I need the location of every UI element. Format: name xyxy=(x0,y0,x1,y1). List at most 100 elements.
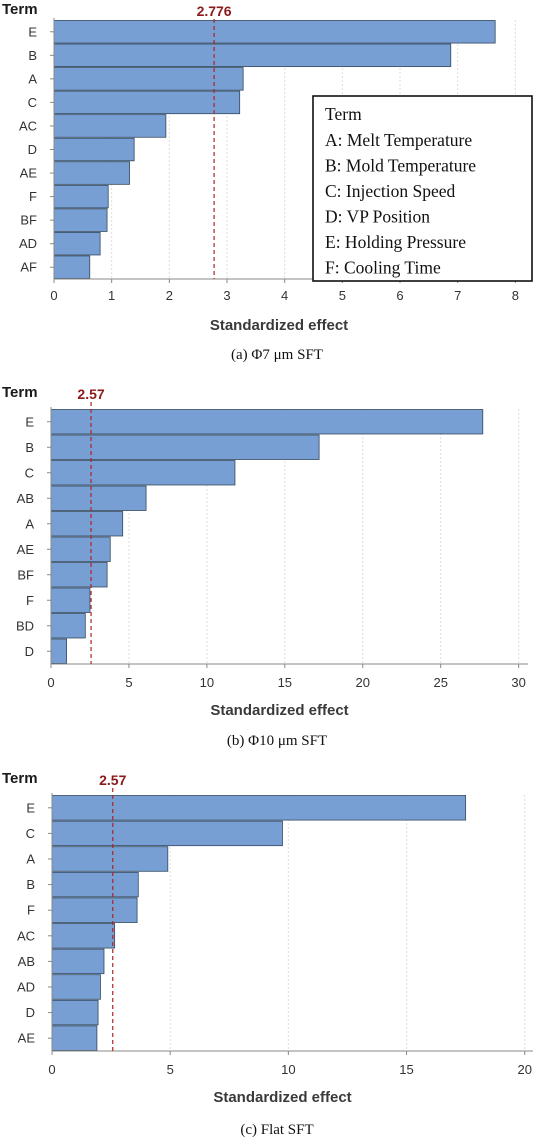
category-label: D xyxy=(28,142,37,157)
category-label: AB xyxy=(17,491,34,506)
bar-e xyxy=(53,20,496,44)
bar-f xyxy=(51,897,138,923)
bar-af xyxy=(53,255,91,279)
x-tick-label: 0 xyxy=(48,1062,55,1077)
category-label: AE xyxy=(18,1031,36,1046)
bar-f xyxy=(53,184,109,209)
x-tick-label: 30 xyxy=(511,675,525,690)
x-tick-label: 25 xyxy=(433,675,447,690)
term-axis-title: Term xyxy=(2,1,38,18)
legend-box xyxy=(312,95,533,282)
category-label: E xyxy=(28,24,37,39)
legend-item: D: VP Position xyxy=(325,207,430,227)
bar-d xyxy=(50,638,67,664)
bar-bf xyxy=(50,562,108,588)
figure-caption: (c) Flat SFT xyxy=(240,1122,313,1138)
category-label: D xyxy=(25,644,34,659)
bar-ab xyxy=(50,485,147,511)
category-label: AF xyxy=(20,260,37,275)
legend-item: B: Mold Temperature xyxy=(325,156,476,176)
category-label: E xyxy=(26,800,35,815)
bar-b xyxy=(51,871,139,898)
category-label: B xyxy=(26,877,35,892)
x-tick-label: 0 xyxy=(47,675,54,690)
category-label: E xyxy=(25,414,34,429)
bar-ae xyxy=(51,1025,98,1051)
category-label: C xyxy=(28,95,37,110)
reference-label: 2.57 xyxy=(99,772,126,788)
bar-a xyxy=(50,511,124,537)
bar-f xyxy=(50,587,91,613)
bar-d xyxy=(53,137,135,162)
category-label: BF xyxy=(20,213,37,228)
category-label: AD xyxy=(19,236,37,251)
x-tick-label: 10 xyxy=(200,675,214,690)
category-label: AE xyxy=(20,166,38,181)
bar-a xyxy=(53,67,244,91)
category-label: AD xyxy=(17,980,35,995)
bar-c xyxy=(53,90,241,115)
category-label: C xyxy=(25,465,34,480)
bar-ad xyxy=(53,231,101,256)
x-tick-label: 8 xyxy=(512,288,519,303)
category-label: BD xyxy=(16,618,34,633)
category-label: C xyxy=(26,826,35,841)
x-tick-label: 15 xyxy=(278,675,292,690)
bar-bf xyxy=(53,208,108,232)
term-axis-title: Term xyxy=(2,770,38,787)
category-label: B xyxy=(28,48,37,63)
x-tick-label: 20 xyxy=(356,675,370,690)
chart-b: EBC AB A AE BF F BD D 0 5 10 15 20 25 30 2.57 Term Standa… xyxy=(2,384,528,749)
category-label: D xyxy=(26,1005,35,1020)
x-tick-label: 20 xyxy=(517,1062,531,1077)
bar-bd xyxy=(50,613,86,639)
x-tick-label: 5 xyxy=(339,288,346,303)
x-tick-label: 6 xyxy=(396,288,403,303)
legend-item: A: Melt Temperature xyxy=(325,130,472,150)
category-label: A xyxy=(26,852,35,867)
bar-b xyxy=(53,43,452,68)
bar-ac xyxy=(53,114,167,138)
legend: Term A: Melt Temperature B: Mold Temperatu… xyxy=(312,95,533,282)
x-axis-label: Standardized effect xyxy=(210,702,348,719)
bar-c xyxy=(51,820,283,847)
category-label: A xyxy=(25,516,34,531)
legend-item: F: Cooling Time xyxy=(325,258,441,278)
x-axis-label: Standardized effect xyxy=(210,317,348,334)
x-tick-label: 5 xyxy=(125,675,132,690)
category-label: B xyxy=(25,440,34,455)
reference-label: 2.776 xyxy=(197,3,232,19)
bar-a xyxy=(51,846,169,872)
bar-ae xyxy=(50,536,111,562)
figure-caption: (b) Φ10 μm SFT xyxy=(227,733,327,749)
x-tick-label: 10 xyxy=(281,1062,295,1077)
bar-ac xyxy=(51,923,116,949)
x-tick-label: 3 xyxy=(223,288,230,303)
x-tick-label: 0 xyxy=(50,288,57,303)
bar-e xyxy=(51,795,467,821)
term-axis-title: Term xyxy=(2,384,38,401)
bar-ab xyxy=(51,948,105,975)
x-tick-label: 2 xyxy=(166,288,173,303)
category-label: F xyxy=(27,903,35,918)
legend-item: E: Holding Pressure xyxy=(325,232,466,252)
category-label: AC xyxy=(19,118,37,133)
x-tick-label: 7 xyxy=(454,288,461,303)
legend-title: Term xyxy=(325,104,362,124)
bar-c xyxy=(50,460,236,486)
category-label: AC xyxy=(17,928,35,943)
reference-label: 2.57 xyxy=(77,386,104,402)
x-tick-label: 15 xyxy=(399,1062,413,1077)
category-label: F xyxy=(29,189,37,204)
category-label: F xyxy=(26,593,34,608)
bar-ae xyxy=(53,161,130,185)
x-tick-label: 5 xyxy=(167,1062,174,1077)
x-axis-label: Standardized effect xyxy=(213,1089,351,1106)
category-label: A xyxy=(28,71,37,86)
category-label: BF xyxy=(17,567,34,582)
legend-item: C: Injection Speed xyxy=(325,181,456,201)
category-label: AB xyxy=(18,954,35,969)
